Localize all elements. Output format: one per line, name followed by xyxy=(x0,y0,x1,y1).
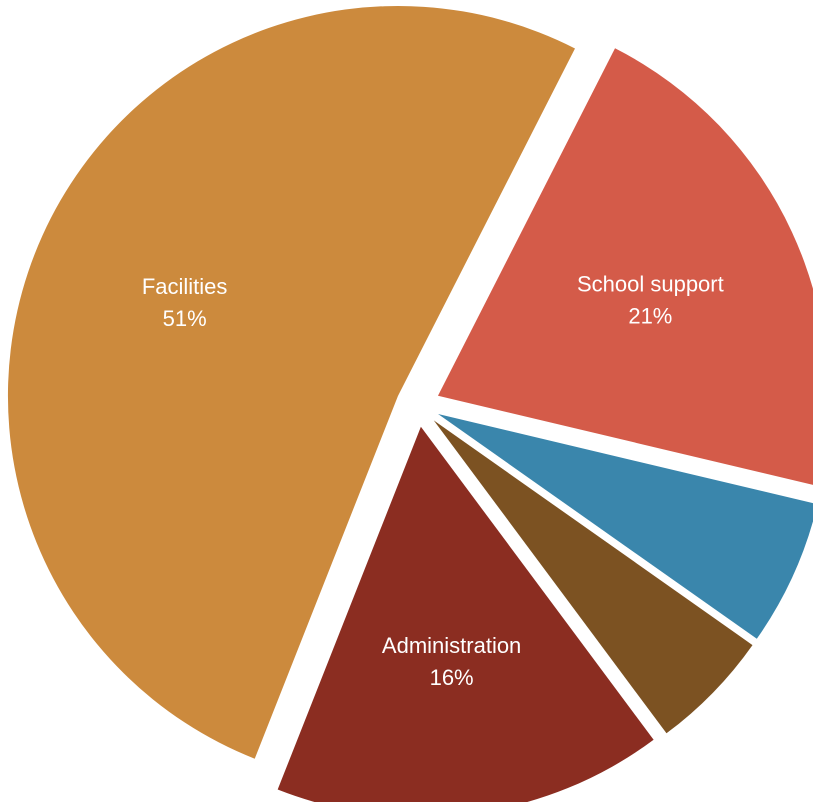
slice-category-label: School support xyxy=(577,272,724,297)
slice-value-label: 16% xyxy=(430,665,474,690)
slice-category-label: Administration xyxy=(382,633,521,658)
pie-labels: School support 21% Administration 16% Facili… xyxy=(142,272,724,690)
slice-category-label: Facilities xyxy=(142,274,228,299)
pie-slice-school-support xyxy=(437,48,813,485)
pie-slices xyxy=(7,5,813,802)
pie-slice-facilities xyxy=(7,5,576,759)
slice-label: School support 21% xyxy=(577,272,724,329)
slice-value-label: 51% xyxy=(163,306,207,331)
slice-label: Facilities 51% xyxy=(142,274,228,331)
pie-slice-administration xyxy=(277,426,654,802)
pie-slice-unlabeled-1 xyxy=(438,414,813,639)
pie-slice-unlabeled-2 xyxy=(433,420,753,734)
slice-value-label: 21% xyxy=(628,304,672,329)
slice-label: Administration 16% xyxy=(382,633,521,690)
